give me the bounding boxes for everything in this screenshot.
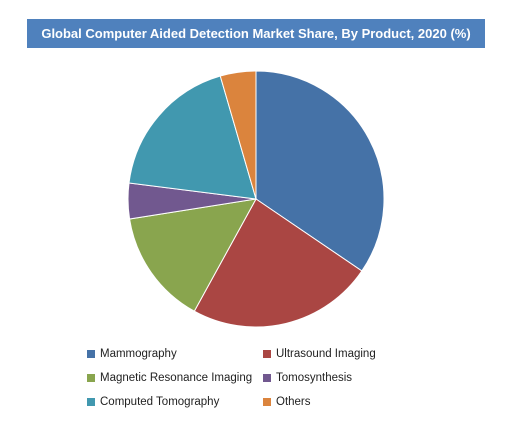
legend-item-tomosynthesis: Tomosynthesis	[263, 370, 417, 386]
pie-slice-mammography	[255, 70, 385, 272]
legend-swatch	[87, 398, 95, 406]
legend-swatch	[263, 398, 271, 406]
legend-swatch	[263, 374, 271, 382]
legend-swatch	[263, 350, 271, 358]
pie-slice-computed-tomography	[128, 75, 257, 200]
chart-title: Global Computer Aided Detection Market S…	[27, 19, 485, 48]
pie-slices	[127, 70, 385, 328]
legend-label: Tomosynthesis	[276, 372, 353, 384]
legend-swatch	[87, 374, 95, 382]
legend-label: Ultrasound Imaging	[276, 348, 376, 360]
legend-item-magnetic-resonance-imaging: Magnetic Resonance Imaging	[87, 370, 263, 386]
legend-label: Magnetic Resonance Imaging	[100, 372, 253, 384]
pie-slice-magnetic-resonance-imaging	[129, 198, 257, 312]
legend-item-others: Others	[263, 394, 417, 410]
legend-item-computed-tomography: Computed Tomography	[87, 394, 263, 410]
legend: Mammography Ultrasound Imaging Magnetic …	[87, 346, 417, 410]
pie-slice-ultrasound-imaging	[193, 198, 363, 328]
legend-label: Others	[276, 396, 311, 408]
legend-item-mammography: Mammography	[87, 346, 263, 362]
legend-label: Mammography	[100, 348, 177, 360]
legend-label: Computed Tomography	[100, 396, 220, 408]
pie-slice-others	[219, 70, 257, 200]
legend-item-ultrasound-imaging: Ultrasound Imaging	[263, 346, 417, 362]
legend-swatch	[87, 350, 95, 358]
